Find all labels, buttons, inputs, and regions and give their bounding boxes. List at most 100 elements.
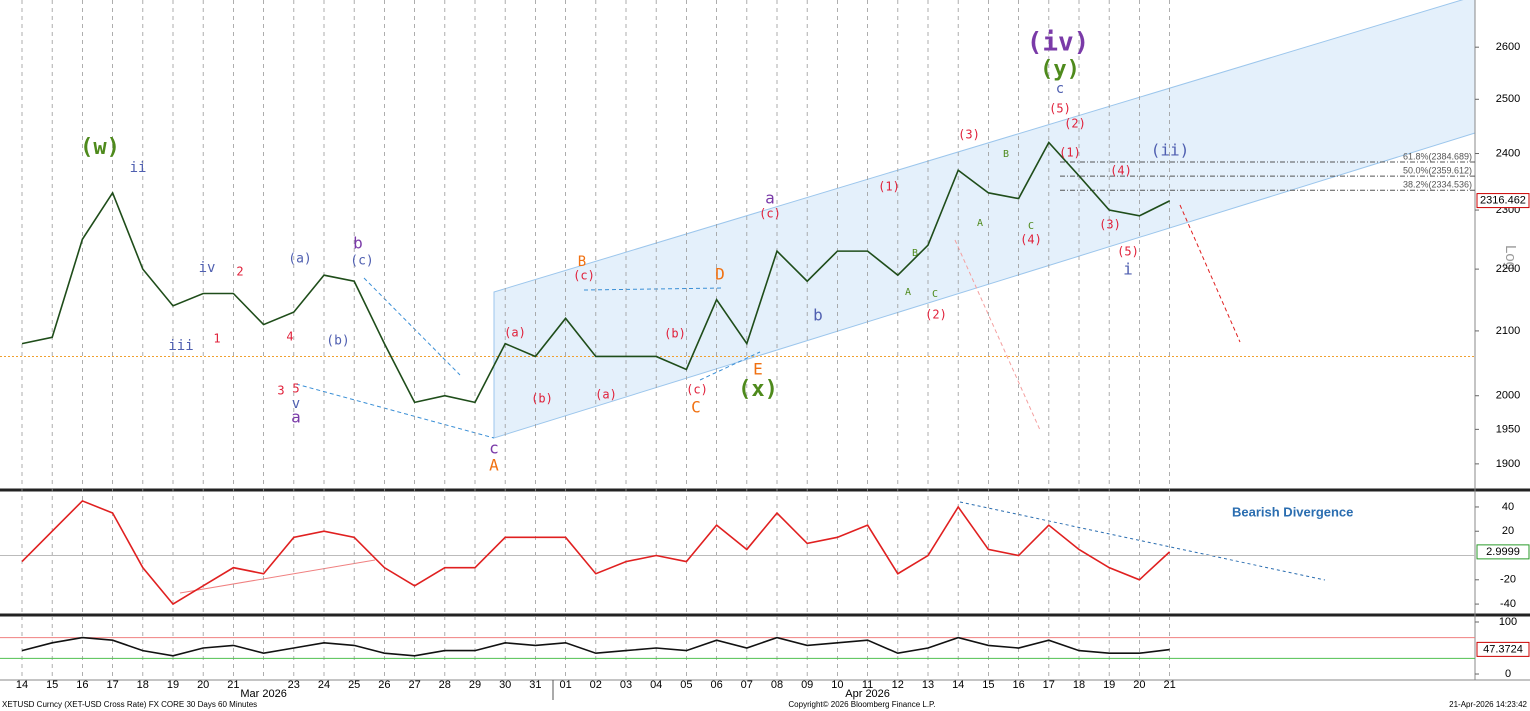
x-tick-label: 21	[1163, 679, 1175, 691]
x-tick-label: 17	[106, 679, 118, 691]
wave-label: c	[489, 439, 499, 458]
wave-label: A	[905, 287, 911, 298]
x-tick-label: 20	[197, 679, 209, 691]
wave-label: (5)	[1117, 245, 1139, 259]
x-tick-label: 10	[831, 679, 843, 691]
y-tick-label: 20	[1502, 525, 1514, 537]
wave-label: (c)	[573, 269, 595, 283]
fib-label: 50.0%(2359.612)	[1403, 165, 1472, 175]
wave-label: (b)	[326, 334, 349, 349]
wave-label: c	[1056, 81, 1064, 97]
wave-label: a	[291, 408, 301, 427]
wave-label: i	[1123, 260, 1133, 279]
projection	[1179, 204, 1241, 343]
wave-label: (w)	[80, 135, 120, 160]
y-tick-label: 2000	[1496, 390, 1520, 402]
x-tick-label: 26	[378, 679, 390, 691]
wave-label: C	[932, 289, 938, 300]
trend-channel	[493, 0, 1476, 439]
last-value-box	[1476, 544, 1530, 560]
wave-label: B	[912, 248, 918, 259]
wave-label: C	[691, 398, 701, 417]
footer-left: XETUSD Curncy (XET-USD Cross Rate) FX CO…	[2, 700, 257, 709]
y-tick-label: 40	[1502, 501, 1514, 513]
wave-label: 4	[286, 330, 293, 344]
x-tick-label: 15	[982, 679, 994, 691]
fib-label: 38.2%(2334.536)	[1403, 180, 1472, 190]
wave-label: (4)	[1110, 164, 1132, 178]
wave-label: (a)	[288, 252, 311, 267]
wave-label: (b)	[531, 392, 553, 406]
x-tick-label: 06	[710, 679, 722, 691]
y-tick-label: 1950	[1496, 423, 1520, 435]
wave-label: 1	[213, 332, 220, 346]
wave-label: b	[353, 234, 363, 253]
wave-label: B	[1003, 149, 1009, 160]
wave-label: iv	[199, 260, 216, 276]
wave-label: (iv)	[1027, 28, 1090, 58]
wave-label: (1)	[878, 180, 900, 194]
wave-label: 2	[236, 265, 243, 279]
wave-label: (y)	[1040, 57, 1080, 82]
x-tick-label: 01	[559, 679, 571, 691]
x-tick-label: 15	[46, 679, 58, 691]
x-tick-label: 12	[892, 679, 904, 691]
wave-label: D	[715, 265, 725, 284]
wave-label: (c)	[759, 207, 781, 221]
price-line	[21, 636, 1170, 657]
wave-label: A	[489, 456, 499, 475]
x-tick-label: 14	[16, 679, 28, 691]
wave-label: (a)	[595, 388, 617, 402]
x-tick-label: 29	[469, 679, 481, 691]
wave-label: (3)	[958, 128, 980, 142]
last-value: 47.3724	[1483, 643, 1523, 655]
divergence-line	[959, 501, 1326, 581]
last-value-box	[1476, 193, 1530, 209]
x-tick-label: 23	[288, 679, 300, 691]
wave-label: 3	[277, 384, 284, 398]
y-tick-label: 2500	[1496, 93, 1520, 105]
x-tick-label: 11	[862, 679, 873, 691]
wave-label: B	[578, 254, 586, 270]
x-tick-label: 21	[227, 679, 239, 691]
last-value-box	[1476, 641, 1530, 657]
wave-line	[295, 383, 495, 439]
wave-label: (2)	[1064, 117, 1086, 131]
y-tick-label: 2100	[1496, 325, 1520, 337]
x-tick-label: 17	[1043, 679, 1055, 691]
annotation: Bearish Divergence	[1232, 504, 1353, 519]
x-tick-label: 18	[1073, 679, 1085, 691]
x-tick-label: 16	[1012, 679, 1024, 691]
x-tick-label: 24	[318, 679, 330, 691]
wave-label: (a)	[504, 326, 526, 340]
y-tick-label: 2600	[1496, 41, 1520, 53]
wave-label: (ii)	[1151, 141, 1190, 160]
wave-label: a	[765, 189, 775, 208]
y-tick-label: -20	[1500, 574, 1516, 586]
wave-label: (b)	[664, 327, 686, 341]
x-tick-label: 04	[650, 679, 662, 691]
divergence-line	[179, 559, 376, 594]
price-line	[21, 499, 1171, 606]
month-label: Mar 2026	[240, 688, 286, 700]
x-tick-label: 03	[620, 679, 632, 691]
wave-label: A	[977, 218, 983, 229]
wave-label: (c)	[686, 383, 708, 397]
footer-center: Copyright© 2026 Bloomberg Finance L.P.	[788, 700, 935, 709]
wave-label: E	[753, 360, 763, 379]
wave-label: ii	[130, 160, 147, 176]
x-tick-label: 20	[1133, 679, 1145, 691]
x-tick-label: 19	[167, 679, 179, 691]
price-line	[21, 141, 1170, 404]
wave-label: v	[292, 396, 300, 412]
x-tick-label: 19	[1103, 679, 1115, 691]
wave-line	[363, 277, 461, 376]
x-tick-label: 05	[680, 679, 692, 691]
wave-label: (3)	[1099, 218, 1121, 232]
x-tick-label: 18	[137, 679, 149, 691]
y-tick-label: 2200	[1496, 263, 1520, 275]
x-tick-label: 30	[499, 679, 511, 691]
wave-label: 5	[292, 382, 299, 396]
y-tick-label: 1900	[1496, 458, 1520, 470]
